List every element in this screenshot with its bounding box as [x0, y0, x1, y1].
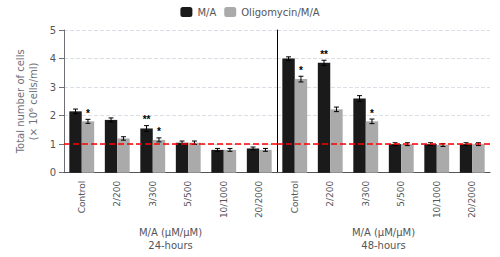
svg-text:10/1000: 10/1000 — [432, 180, 442, 218]
svg-text:M/A (μM/μM): M/A (μM/μM) — [139, 227, 202, 238]
svg-text:1: 1 — [50, 139, 56, 150]
svg-text:M/A: M/A — [197, 7, 216, 18]
svg-text:(× 10⁶ cells/ml): (× 10⁶ cells/ml) — [28, 62, 39, 140]
svg-text:10/1000: 10/1000 — [219, 180, 229, 218]
svg-text:48-hours: 48-hours — [361, 240, 405, 251]
svg-text:Total number of cells: Total number of cells — [15, 49, 26, 154]
svg-text:Oligomycin/M/A: Oligomycin/M/A — [241, 7, 320, 18]
svg-text:2/200: 2/200 — [112, 180, 122, 206]
svg-text:Control: Control — [290, 181, 300, 214]
svg-text:20/2000: 20/2000 — [467, 180, 477, 218]
svg-text:0: 0 — [50, 167, 56, 178]
svg-text:**: ** — [320, 49, 328, 60]
svg-text:20/2000: 20/2000 — [254, 180, 264, 218]
svg-text:5/500: 5/500 — [183, 180, 193, 206]
svg-text:Control: Control — [77, 181, 87, 214]
svg-text:5/500: 5/500 — [396, 180, 406, 206]
svg-text:24-hours: 24-hours — [148, 240, 192, 251]
svg-text:*: * — [86, 108, 90, 119]
svg-text:M/A (μM/μM): M/A (μM/μM) — [352, 227, 415, 238]
svg-text:4: 4 — [50, 53, 56, 64]
svg-text:2/200: 2/200 — [325, 180, 335, 206]
svg-text:*: * — [299, 65, 303, 76]
svg-text:5: 5 — [50, 25, 56, 36]
svg-text:3: 3 — [50, 82, 56, 93]
svg-text:*: * — [157, 126, 161, 137]
svg-text:**: ** — [143, 114, 151, 125]
svg-text:2: 2 — [50, 110, 56, 121]
svg-text:3/300: 3/300 — [148, 180, 158, 206]
svg-text:3/300: 3/300 — [361, 180, 371, 206]
svg-text:*: * — [370, 108, 374, 119]
